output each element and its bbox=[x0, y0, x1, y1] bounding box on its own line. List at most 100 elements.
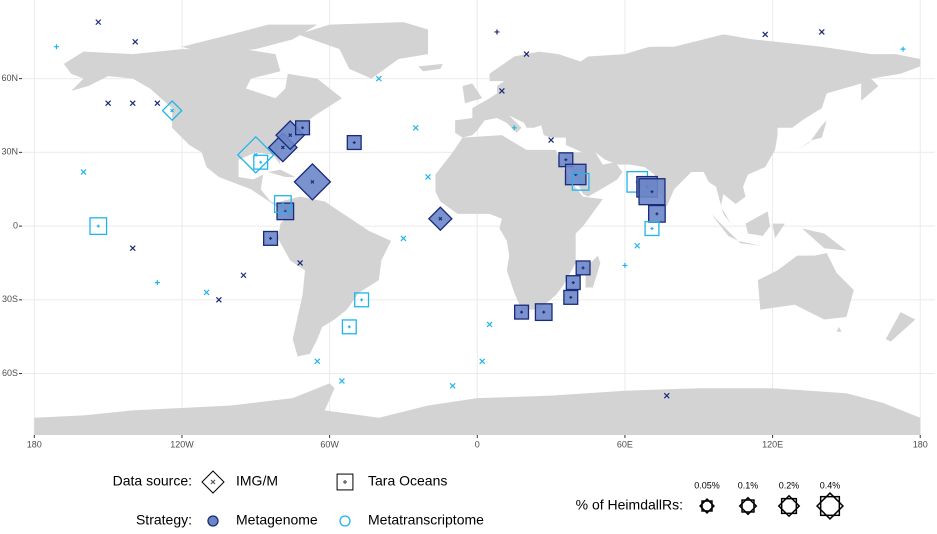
size-legend-label: 0.1% bbox=[738, 480, 759, 490]
point-glyph bbox=[343, 480, 347, 484]
size-legend-key bbox=[819, 495, 841, 517]
landmass bbox=[34, 383, 921, 435]
point-glyph bbox=[215, 296, 222, 303]
landmass bbox=[745, 211, 771, 236]
point-glyph bbox=[105, 100, 112, 107]
point-square bbox=[571, 172, 590, 191]
strategy-legend-key bbox=[207, 515, 219, 527]
point-glyph bbox=[412, 124, 419, 131]
x-tick-label: 120W bbox=[170, 439, 194, 449]
point-glyph bbox=[571, 281, 575, 285]
point-glyph bbox=[154, 280, 160, 286]
strategy-legend-label: Metatranscriptome bbox=[368, 512, 484, 528]
point-glyph bbox=[425, 174, 431, 180]
point-square bbox=[644, 221, 660, 237]
landmass bbox=[435, 135, 603, 310]
size-legend-title: % of HeimdallRs: bbox=[576, 497, 683, 513]
point-glyph bbox=[438, 216, 443, 221]
point-glyph bbox=[579, 180, 583, 184]
landmass bbox=[772, 223, 785, 239]
point-glyph bbox=[96, 224, 100, 228]
point-glyph bbox=[511, 125, 517, 131]
y-tick-label: 0 bbox=[13, 220, 18, 230]
point-square bbox=[354, 292, 370, 308]
land bbox=[34, 22, 921, 435]
point-glyph bbox=[542, 310, 546, 314]
landmass bbox=[711, 213, 739, 241]
point-glyph bbox=[154, 100, 161, 107]
x-tick-label: 60E bbox=[617, 439, 633, 449]
point-glyph bbox=[240, 272, 247, 279]
point-square bbox=[341, 319, 357, 335]
point-glyph bbox=[581, 266, 585, 270]
point-glyph bbox=[762, 31, 769, 38]
point-glyph bbox=[486, 321, 493, 328]
size-legend-label: 0.2% bbox=[779, 480, 800, 490]
landmass bbox=[455, 34, 921, 224]
point-glyph bbox=[269, 236, 273, 240]
x-tick-label: 60W bbox=[320, 439, 339, 449]
y-tick-label: 30S bbox=[2, 294, 18, 304]
point-glyph bbox=[498, 88, 505, 94]
landmass bbox=[268, 169, 296, 177]
landmass bbox=[585, 255, 601, 288]
point-glyph bbox=[634, 242, 641, 249]
point-glyph bbox=[80, 169, 87, 175]
size-legend-key bbox=[701, 500, 713, 512]
point-glyph bbox=[622, 262, 628, 268]
point-glyph bbox=[523, 51, 530, 57]
point-square bbox=[273, 195, 292, 213]
point-glyph bbox=[494, 29, 500, 35]
point-glyph bbox=[818, 29, 825, 35]
landmass bbox=[757, 253, 854, 320]
point-square bbox=[253, 154, 269, 170]
point-glyph bbox=[129, 100, 136, 107]
point-diamond bbox=[236, 135, 275, 174]
point-glyph bbox=[210, 479, 216, 485]
point-glyph bbox=[314, 358, 321, 365]
source-legend-label: IMG/M bbox=[236, 473, 278, 489]
size-legend-label: 0.4% bbox=[820, 480, 841, 490]
source-legend-label: Tara Oceans bbox=[368, 473, 447, 489]
point-glyph bbox=[655, 212, 659, 216]
x-tick-label: 180 bbox=[913, 439, 928, 449]
point-glyph bbox=[548, 137, 555, 144]
landmass bbox=[181, 24, 318, 55]
point-diamond bbox=[161, 100, 183, 122]
point-square bbox=[89, 217, 108, 236]
point-glyph bbox=[338, 378, 345, 384]
landmass bbox=[738, 240, 761, 246]
point-glyph bbox=[170, 108, 175, 113]
strategy-legend-title: Strategy: bbox=[136, 512, 192, 528]
landmass bbox=[563, 152, 623, 197]
point-glyph bbox=[375, 75, 382, 82]
point-glyph bbox=[95, 19, 102, 26]
landmass bbox=[885, 312, 916, 342]
landmass bbox=[63, 49, 342, 209]
point-glyph bbox=[297, 260, 304, 266]
point-glyph bbox=[479, 358, 486, 365]
landmass bbox=[277, 196, 392, 357]
point-glyph bbox=[203, 289, 210, 296]
point-glyph bbox=[347, 325, 351, 329]
point-glyph bbox=[360, 298, 364, 302]
point-glyph bbox=[352, 141, 356, 145]
point-glyph bbox=[449, 382, 456, 389]
size-legend-label: 0.05% bbox=[694, 480, 720, 490]
landmass bbox=[836, 326, 842, 332]
point-glyph bbox=[569, 295, 573, 299]
landmass bbox=[297, 22, 429, 79]
point-glyph bbox=[129, 245, 136, 252]
points bbox=[53, 19, 906, 399]
point-glyph bbox=[520, 310, 524, 314]
strategy-legend-key bbox=[339, 515, 351, 527]
point-glyph bbox=[900, 46, 906, 52]
landmass bbox=[462, 83, 483, 104]
point-glyph bbox=[650, 227, 654, 231]
landmass bbox=[418, 63, 443, 72]
size-legend-key bbox=[741, 499, 755, 513]
point-glyph bbox=[400, 235, 407, 242]
source-legend-title: Data source: bbox=[113, 473, 192, 489]
x-tick-label: 120E bbox=[762, 439, 783, 449]
